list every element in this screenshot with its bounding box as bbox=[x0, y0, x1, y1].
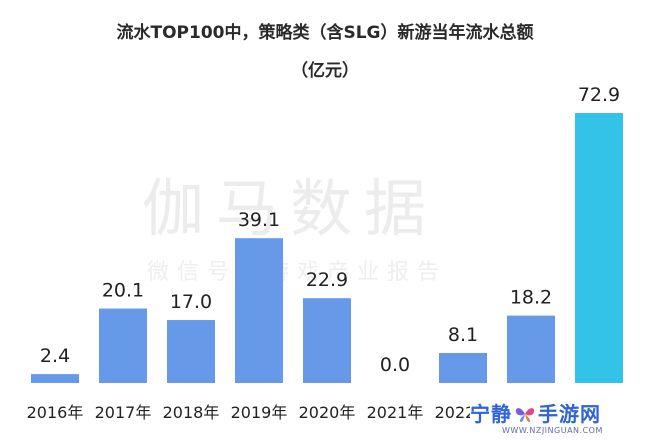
watermark-wechat: 微信号：游戏产业报告 bbox=[147, 260, 448, 285]
x-tick-label-5: 2021年 bbox=[367, 403, 424, 422]
watermark-brand: 伽马数据 bbox=[142, 172, 439, 245]
site-logo-url: WWW.NZJINGUAN.COM bbox=[502, 426, 603, 435]
data-label-6: 8.1 bbox=[448, 324, 478, 346]
butterfly-icon bbox=[515, 408, 535, 422]
bar-0 bbox=[31, 374, 79, 383]
data-label-2: 17.0 bbox=[170, 291, 212, 313]
x-tick-label-1: 2017年 bbox=[95, 403, 152, 422]
x-tick-label-3: 2019年 bbox=[231, 403, 288, 422]
bar-7 bbox=[507, 315, 555, 383]
site-logo: 宁静 手游网 WWW.NZJINGUAN.COM bbox=[470, 396, 650, 440]
data-label-4: 22.9 bbox=[306, 269, 348, 291]
bar-8 bbox=[575, 113, 623, 383]
data-label-8: 72.9 bbox=[578, 84, 620, 106]
site-logo-name-part1: 宁静 bbox=[470, 402, 512, 426]
site-logo-name-part2: 手游网 bbox=[538, 402, 601, 426]
data-label-7: 18.2 bbox=[510, 287, 552, 309]
x-tick-label-4: 2020年 bbox=[299, 403, 356, 422]
x-tick-label-0: 2016年 bbox=[27, 403, 84, 422]
bar-3 bbox=[235, 238, 283, 383]
bar-4 bbox=[303, 298, 351, 383]
bar-2 bbox=[167, 320, 215, 383]
x-tick-label-2: 2018年 bbox=[163, 403, 220, 422]
data-label-3: 39.1 bbox=[238, 209, 280, 231]
chart-title-line1: 流水TOP100中，策略类（含SLG）新游当年流水总额 bbox=[116, 23, 534, 43]
data-label-5: 0.0 bbox=[380, 354, 410, 376]
bar-6 bbox=[439, 353, 487, 383]
data-label-1: 20.1 bbox=[102, 280, 144, 302]
chart-title: 流水TOP100中，策略类（含SLG）新游当年流水总额 （亿元） bbox=[0, 18, 650, 86]
data-label-0: 2.4 bbox=[40, 345, 70, 367]
bar-1 bbox=[99, 308, 147, 383]
chart-title-line2: （亿元） bbox=[291, 61, 359, 81]
